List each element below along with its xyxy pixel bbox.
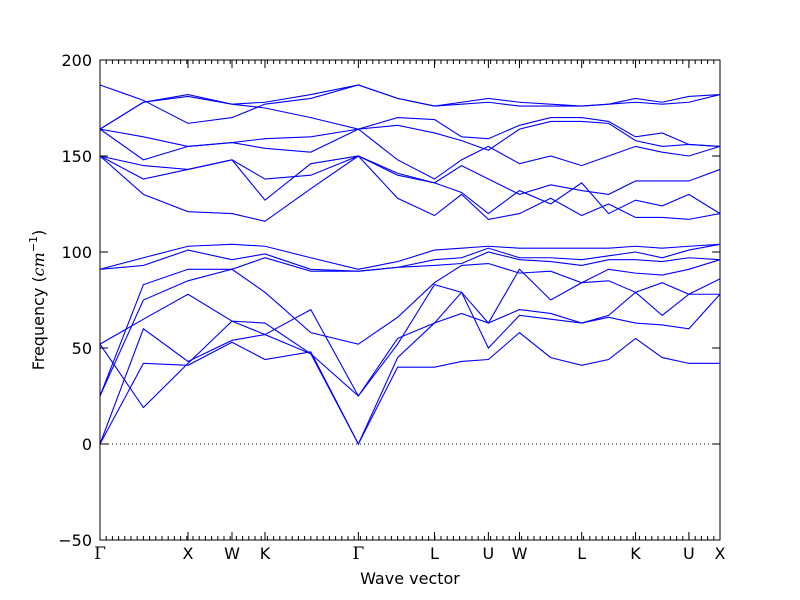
band-9 [99, 155, 721, 222]
band-15 [99, 84, 721, 130]
band-series-group [99, 84, 721, 446]
band-11 [99, 155, 721, 195]
kpoint-label: X [715, 544, 726, 563]
band-14 [99, 95, 721, 147]
y-tick-label: 0 [82, 435, 92, 454]
y-axis-title-suffix: ) [29, 230, 48, 236]
band-3 [99, 291, 720, 409]
y-tick-label: 50 [72, 339, 92, 358]
band-4 [99, 268, 721, 397]
y-tick-label: 100 [61, 243, 92, 262]
y-axis-title: Frequency (cm−1) [27, 230, 48, 371]
band-8 [99, 243, 721, 270]
y-tick-label: −50 [58, 531, 92, 550]
kpoint-label: W [512, 544, 528, 563]
kpoint-label: K [260, 544, 271, 563]
y-axis-title-exp: −1 [27, 236, 40, 252]
y-axis-title-prefix: Frequency ( [29, 276, 48, 370]
y-tick-label: 200 [61, 51, 92, 70]
y-tick-label: 150 [61, 147, 92, 166]
band-13 [99, 120, 721, 151]
band-16 [99, 84, 721, 124]
kpoint-label: W [224, 544, 240, 563]
y-axis-title-unit: cm [29, 252, 48, 276]
kpoint-label: U [683, 544, 695, 563]
band-12 [99, 128, 721, 180]
kpoint-label: L [577, 544, 586, 563]
kpoint-label: Γ [94, 544, 106, 564]
band-7 [99, 243, 721, 272]
band-2 [99, 293, 721, 446]
band-1 [99, 331, 720, 446]
band-6 [99, 251, 721, 397]
kpoint-label: X [182, 544, 193, 563]
kpoint-label: L [430, 544, 439, 563]
x-axis-title: Wave vector [360, 569, 460, 588]
kpoint-label: U [483, 544, 495, 563]
band-5 [99, 259, 721, 397]
kpoint-label: Γ [352, 544, 364, 564]
kpoint-label: K [630, 544, 641, 563]
